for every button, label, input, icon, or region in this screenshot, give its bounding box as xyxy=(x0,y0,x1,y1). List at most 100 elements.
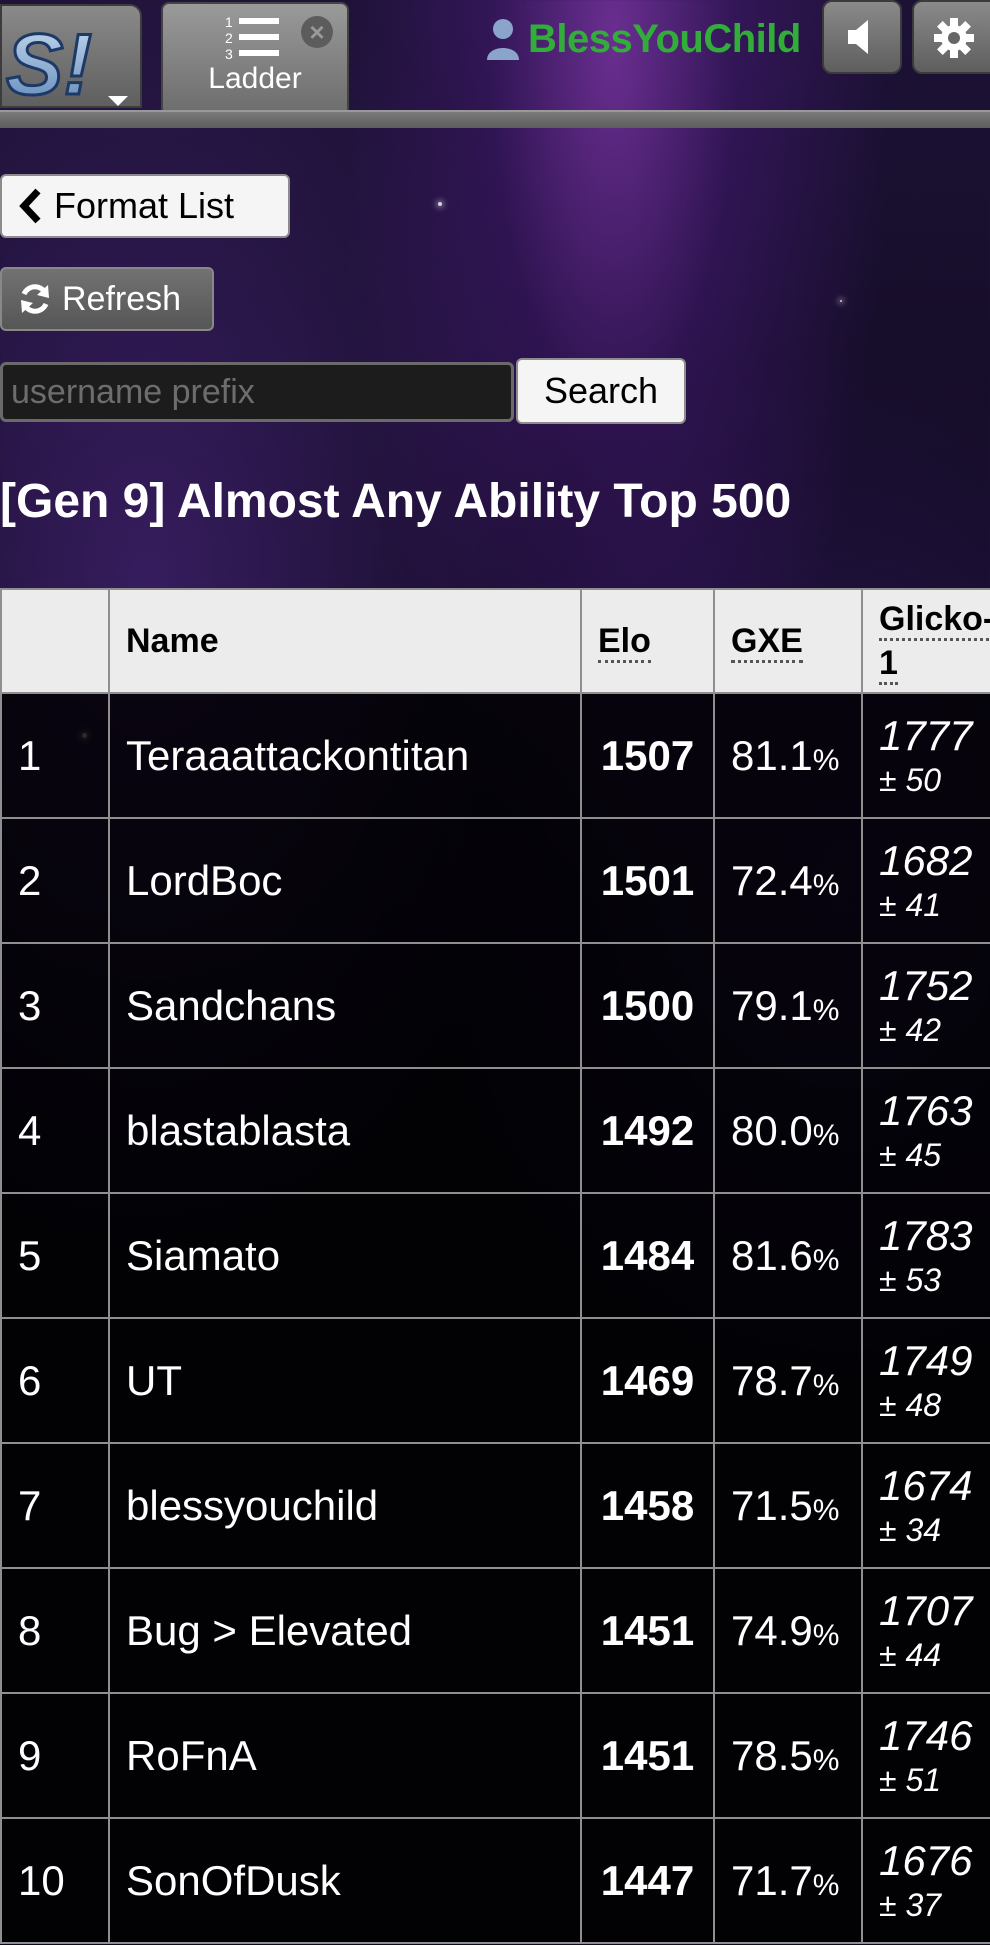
top-header: S! 1 2 3 Ladder × BlessYouChild xyxy=(0,0,990,110)
username: BlessYouChild xyxy=(528,16,801,61)
glicko-deviation: ± 51 xyxy=(879,1762,942,1798)
player-name-cell[interactable]: Sandchans xyxy=(108,942,582,1069)
name-column-label: Name xyxy=(126,621,219,660)
header-divider xyxy=(0,110,990,128)
chevron-left-icon xyxy=(19,188,41,224)
player-name-cell[interactable]: SonOfDusk xyxy=(108,1817,582,1944)
player-name-cell[interactable]: blessyouchild xyxy=(108,1442,582,1569)
player-name-cell[interactable]: blastablasta xyxy=(108,1067,582,1194)
sound-button[interactable] xyxy=(822,0,902,74)
rank-cell: 3 xyxy=(0,942,110,1069)
player-name-cell[interactable]: LordBoc xyxy=(108,817,582,944)
tab-ladder[interactable]: 1 2 3 Ladder × xyxy=(161,2,349,110)
elo-cell: 1507 xyxy=(580,692,715,819)
rank-cell: 8 xyxy=(0,1567,110,1694)
gxe-value: 81.1 xyxy=(731,731,813,779)
svg-text:S!: S! xyxy=(6,17,92,106)
percent-sign: % xyxy=(812,993,840,1027)
glicko-rating: 1749 xyxy=(879,1336,973,1384)
gxe-cell: 79.1% xyxy=(713,942,863,1069)
percent-sign: % xyxy=(812,868,840,902)
glicko-rating: 1763 xyxy=(879,1086,973,1134)
table-row: 2 LordBoc 1501 72.4% 1682 ± 41 xyxy=(0,817,990,944)
gxe-value: 79.1 xyxy=(731,981,813,1029)
gxe-column-header[interactable]: GXE xyxy=(713,588,863,694)
player-name-cell[interactable]: Teraaattackontitan xyxy=(108,692,582,819)
player-name-cell[interactable]: Bug > Elevated xyxy=(108,1567,582,1694)
format-list-label: Format List xyxy=(54,185,235,226)
gear-icon xyxy=(934,18,974,58)
elo-cell: 1484 xyxy=(580,1192,715,1319)
glicko-cell: 1682 ± 41 xyxy=(861,817,990,944)
rank-cell: 4 xyxy=(0,1067,110,1194)
glicko-cell: 1707 ± 44 xyxy=(861,1567,990,1694)
table-row: 10 SonOfDusk 1447 71.7% 1676 ± 37 xyxy=(0,1817,990,1944)
format-list-button[interactable]: Format List xyxy=(0,174,290,238)
player-name-cell[interactable]: RoFnA xyxy=(108,1692,582,1819)
glicko-cell: 1783 ± 53 xyxy=(861,1192,990,1319)
glicko-column-label: Glicko-1 xyxy=(879,599,990,685)
gxe-value: 72.4 xyxy=(731,856,813,904)
glicko-deviation: ± 45 xyxy=(879,1137,942,1173)
glicko-deviation: ± 37 xyxy=(879,1887,942,1923)
close-tab-icon[interactable]: × xyxy=(301,16,333,48)
svg-text:3: 3 xyxy=(225,46,233,62)
tab-label: Ladder xyxy=(208,62,302,95)
gxe-cell: 78.7% xyxy=(713,1317,863,1444)
user-icon xyxy=(487,19,519,60)
glicko-cell: 1674 ± 34 xyxy=(861,1442,990,1569)
glicko-deviation: ± 34 xyxy=(879,1512,942,1548)
table-row: 6 UT 1469 78.7% 1749 ± 48 xyxy=(0,1317,990,1444)
player-name-cell[interactable]: Siamato xyxy=(108,1192,582,1319)
glicko-deviation: ± 50 xyxy=(879,762,942,798)
glicko-rating: 1707 xyxy=(879,1586,973,1634)
showdown-logo-icon: S! xyxy=(5,16,128,106)
glicko-deviation: ± 53 xyxy=(879,1262,942,1298)
player-name-cell[interactable]: UT xyxy=(108,1317,582,1444)
settings-button[interactable] xyxy=(912,0,990,74)
glicko-cell: 1763 ± 45 xyxy=(861,1067,990,1194)
rank-cell: 1 xyxy=(0,692,110,819)
ladder-table: Name Elo GXE Glicko-1 1 Teraaattackontita… xyxy=(0,588,990,1944)
refresh-button[interactable]: Refresh xyxy=(0,267,214,331)
gxe-value: 80.0 xyxy=(731,1106,813,1154)
percent-sign: % xyxy=(812,1118,840,1152)
gxe-value: 81.6 xyxy=(731,1231,813,1279)
glicko-rating: 1682 xyxy=(879,836,973,884)
percent-sign: % xyxy=(812,1493,840,1527)
gxe-cell: 78.5% xyxy=(713,1692,863,1819)
table-row: 7 blessyouchild 1458 71.5% 1674 ± 34 xyxy=(0,1442,990,1569)
elo-cell: 1501 xyxy=(580,817,715,944)
gxe-value: 78.7 xyxy=(731,1356,813,1404)
rank-cell: 2 xyxy=(0,817,110,944)
gxe-cell: 72.4% xyxy=(713,817,863,944)
gxe-column-label: GXE xyxy=(731,621,803,663)
main-menu-button[interactable]: S! xyxy=(0,4,142,108)
elo-cell: 1500 xyxy=(580,942,715,1069)
user-button[interactable]: BlessYouChild xyxy=(486,14,801,64)
percent-sign: % xyxy=(812,1243,840,1277)
rank-cell: 5 xyxy=(0,1192,110,1319)
glicko-deviation: ± 48 xyxy=(879,1387,942,1423)
glicko-rating: 1783 xyxy=(879,1211,973,1259)
elo-cell: 1447 xyxy=(580,1817,715,1944)
gxe-value: 74.9 xyxy=(731,1606,813,1654)
glicko-column-header[interactable]: Glicko-1 xyxy=(861,588,990,694)
glicko-cell: 1749 ± 48 xyxy=(861,1317,990,1444)
gxe-value: 71.7 xyxy=(731,1856,813,1904)
percent-sign: % xyxy=(812,1743,840,1777)
glicko-deviation: ± 42 xyxy=(879,1012,942,1048)
username-search-input[interactable] xyxy=(0,362,514,422)
glicko-cell: 1676 ± 37 xyxy=(861,1817,990,1944)
elo-cell: 1451 xyxy=(580,1567,715,1694)
elo-column-header[interactable]: Elo xyxy=(580,588,715,694)
glicko-cell: 1777 ± 50 xyxy=(861,692,990,819)
gxe-cell: 71.7% xyxy=(713,1817,863,1944)
rank-cell: 7 xyxy=(0,1442,110,1569)
ladder-list-icon: 1 2 3 xyxy=(225,14,279,62)
search-label: Search xyxy=(543,370,659,411)
table-row: 9 RoFnA 1451 78.5% 1746 ± 51 xyxy=(0,1692,990,1819)
glicko-cell: 1752 ± 42 xyxy=(861,942,990,1069)
svg-text:1: 1 xyxy=(225,14,233,30)
search-button[interactable]: Search xyxy=(516,358,686,424)
